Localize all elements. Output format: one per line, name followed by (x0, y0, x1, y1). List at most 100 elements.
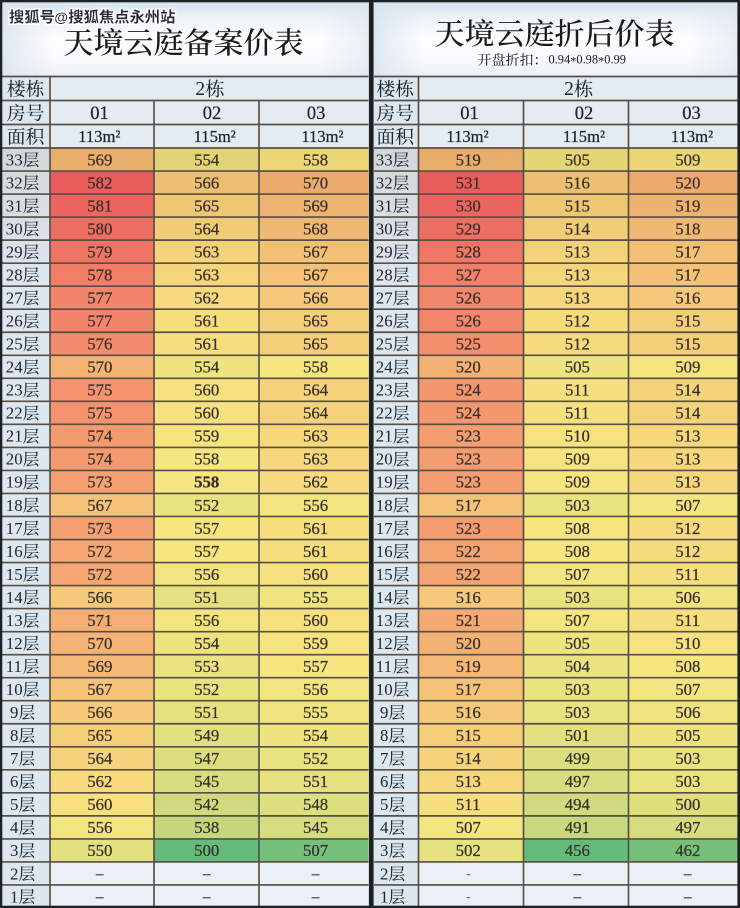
svg-text:14: 14 (376, 588, 393, 607)
svg-text:513: 513 (675, 427, 700, 446)
svg-text:570: 570 (87, 634, 112, 653)
svg-text:513: 513 (565, 288, 590, 307)
svg-text:29: 29 (6, 242, 23, 261)
svg-text:508: 508 (675, 657, 700, 676)
svg-text:577: 577 (87, 312, 112, 331)
svg-text:497: 497 (675, 818, 700, 837)
svg-text:32: 32 (376, 173, 393, 192)
svg-text:25: 25 (6, 335, 23, 354)
svg-text:574: 574 (87, 427, 113, 446)
svg-text:456: 456 (565, 841, 590, 860)
svg-text:03: 03 (307, 104, 326, 124)
svg-text:22: 22 (6, 404, 23, 423)
svg-text:27: 27 (376, 288, 393, 307)
svg-text:506: 506 (675, 703, 700, 722)
svg-text:564: 564 (194, 219, 220, 238)
svg-text:519: 519 (456, 657, 481, 676)
svg-text:557: 557 (194, 519, 219, 538)
svg-text:511: 511 (676, 611, 701, 630)
svg-text:497: 497 (565, 772, 590, 791)
svg-text:503: 503 (565, 496, 590, 515)
svg-text:–: – (683, 867, 692, 883)
svg-text:563: 563 (303, 427, 328, 446)
svg-text:515: 515 (565, 196, 590, 215)
svg-text:564: 564 (87, 749, 113, 768)
svg-text:562: 562 (194, 288, 219, 307)
svg-text:523: 523 (456, 450, 481, 469)
svg-text:517: 517 (456, 680, 481, 699)
svg-text:520: 520 (675, 173, 700, 192)
svg-text:509: 509 (675, 150, 700, 169)
svg-text:566: 566 (87, 703, 112, 722)
svg-text:569: 569 (303, 196, 328, 215)
svg-text:113m²: 113m² (78, 127, 120, 146)
svg-text:4: 4 (10, 818, 19, 837)
svg-text:505: 505 (565, 358, 590, 377)
svg-text:–: – (311, 890, 320, 906)
svg-text:538: 538 (194, 818, 219, 837)
svg-text:516: 516 (456, 703, 481, 722)
svg-text:551: 551 (194, 703, 219, 722)
svg-text:529: 529 (456, 219, 481, 238)
svg-text:115m²: 115m² (194, 127, 236, 146)
svg-text:7: 7 (10, 749, 18, 768)
svg-text:9: 9 (380, 703, 388, 722)
svg-text:507: 507 (565, 611, 590, 630)
svg-text:526: 526 (456, 288, 481, 307)
svg-text:513: 513 (675, 450, 700, 469)
svg-text:581: 581 (87, 196, 112, 215)
svg-text:549: 549 (194, 726, 219, 745)
svg-text:563: 563 (194, 265, 219, 284)
svg-text:02: 02 (575, 104, 594, 124)
svg-text:19: 19 (6, 473, 23, 492)
svg-text:520: 520 (456, 358, 481, 377)
svg-text:28: 28 (6, 265, 23, 284)
svg-text:568: 568 (303, 219, 328, 238)
svg-text:0.94*0.98*0.99: 0.94*0.98*0.99 (549, 52, 626, 68)
svg-text:553: 553 (194, 657, 219, 676)
svg-text:1: 1 (380, 887, 388, 906)
svg-text:507: 507 (456, 818, 481, 837)
svg-text:15: 15 (6, 565, 23, 584)
svg-text:565: 565 (303, 335, 328, 354)
svg-text:517: 517 (675, 242, 700, 261)
svg-text:512: 512 (675, 519, 700, 538)
svg-text:516: 516 (675, 288, 700, 307)
svg-text:511: 511 (565, 404, 590, 423)
svg-text:526: 526 (456, 312, 481, 331)
svg-text:113m²: 113m² (671, 127, 713, 146)
svg-text:570: 570 (87, 358, 112, 377)
svg-text:522: 522 (456, 542, 481, 561)
svg-text:22: 22 (376, 404, 393, 423)
svg-text:573: 573 (87, 519, 112, 538)
svg-text:562: 562 (303, 473, 328, 492)
svg-text:579: 579 (87, 242, 112, 261)
svg-text:501: 501 (565, 726, 590, 745)
svg-text:113m²: 113m² (301, 127, 343, 146)
svg-text:511: 511 (456, 795, 481, 814)
svg-text:569: 569 (87, 657, 112, 676)
svg-text:513: 513 (565, 242, 590, 261)
svg-text:505: 505 (565, 634, 590, 653)
svg-text:–: – (95, 890, 104, 906)
svg-text:12: 12 (376, 634, 393, 653)
svg-text:26: 26 (376, 312, 393, 331)
svg-text:13: 13 (376, 611, 393, 630)
svg-text:572: 572 (87, 565, 112, 584)
svg-text:5: 5 (380, 795, 388, 814)
svg-text:30: 30 (376, 219, 393, 238)
svg-text:561: 561 (303, 542, 328, 561)
svg-text:564: 564 (303, 404, 329, 423)
svg-text:521: 521 (456, 611, 481, 630)
svg-text:15: 15 (376, 565, 393, 584)
svg-text:–: – (311, 867, 320, 883)
svg-text:18: 18 (376, 496, 393, 515)
svg-text:560: 560 (194, 381, 219, 400)
svg-text:33: 33 (6, 150, 23, 169)
svg-text:520: 520 (456, 634, 481, 653)
svg-text:29: 29 (376, 242, 393, 261)
svg-text:566: 566 (87, 588, 112, 607)
svg-text:499: 499 (565, 749, 590, 768)
svg-text:548: 548 (303, 795, 328, 814)
svg-text:575: 575 (87, 381, 112, 400)
